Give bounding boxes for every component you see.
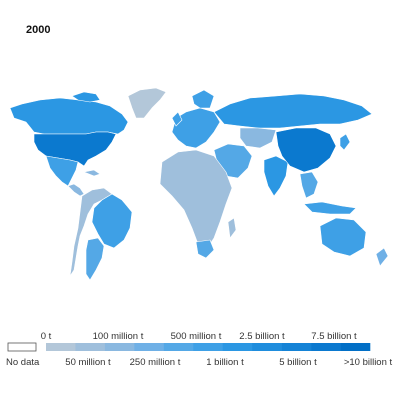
legend-bin-4 bbox=[163, 343, 194, 351]
region-new-zealand[interactable] bbox=[375, 247, 389, 267]
region-central-america[interactable] bbox=[67, 183, 85, 197]
legend-bin-0 bbox=[46, 343, 76, 351]
legend-bin-10 bbox=[340, 343, 371, 351]
region-madagascar[interactable] bbox=[227, 217, 237, 239]
legend-nodata-label: No data bbox=[6, 357, 40, 368]
legend-color-bar bbox=[46, 343, 371, 351]
legend-top-label: 7.5 billion t bbox=[311, 331, 357, 342]
region-africa[interactable] bbox=[159, 149, 233, 251]
region-uk[interactable] bbox=[171, 111, 183, 127]
region-scandinavia[interactable] bbox=[191, 89, 215, 109]
legend-bin-3 bbox=[134, 343, 165, 351]
region-canada-islands[interactable] bbox=[71, 91, 101, 103]
legend-bottom-label: 5 billion t bbox=[279, 357, 317, 368]
region-china[interactable] bbox=[275, 127, 337, 173]
country-layer bbox=[9, 87, 389, 281]
region-south-africa[interactable] bbox=[195, 239, 215, 259]
legend: No data 0 t 100 million t 500 million t 2.5… bbox=[6, 331, 393, 368]
map-title-year: 2000 bbox=[26, 24, 51, 36]
region-greenland[interactable] bbox=[127, 87, 167, 119]
region-europe[interactable] bbox=[171, 107, 221, 149]
region-japan[interactable] bbox=[339, 133, 351, 151]
legend-bin-6 bbox=[222, 343, 253, 351]
region-brazil[interactable] bbox=[91, 193, 133, 249]
legend-top-label: 2.5 billion t bbox=[239, 331, 285, 342]
legend-top-label: 0 t bbox=[41, 331, 52, 342]
legend-top-label: 500 million t bbox=[171, 331, 222, 342]
region-southeast-asia[interactable] bbox=[299, 171, 319, 199]
legend-bin-7 bbox=[252, 343, 282, 351]
legend-top-label: 100 million t bbox=[93, 331, 144, 342]
legend-nodata-swatch bbox=[7, 342, 37, 352]
region-australia[interactable] bbox=[319, 217, 367, 257]
legend-bin-5 bbox=[193, 343, 224, 351]
region-indonesia[interactable] bbox=[303, 201, 357, 215]
legend-bottom-label: 250 million t bbox=[130, 357, 181, 368]
legend-top-labels: 0 t 100 million t 500 million t 2.5 billion… bbox=[41, 331, 357, 342]
legend-bottom-label: 1 billion t bbox=[206, 357, 244, 368]
region-russia[interactable] bbox=[213, 93, 373, 129]
legend-bin-8 bbox=[281, 343, 312, 351]
region-caribbean[interactable] bbox=[83, 169, 101, 177]
region-south-america-north[interactable] bbox=[69, 187, 113, 277]
legend-bottom-label: 50 million t bbox=[65, 357, 111, 368]
legend-bottom-label: >10 billion t bbox=[344, 357, 393, 368]
region-united-states[interactable] bbox=[33, 131, 117, 167]
region-canada[interactable] bbox=[9, 97, 129, 135]
legend-bin-9 bbox=[311, 343, 341, 351]
region-argentina[interactable] bbox=[85, 237, 105, 281]
region-central-asia[interactable] bbox=[239, 127, 277, 149]
region-india[interactable] bbox=[263, 155, 289, 197]
region-mexico[interactable] bbox=[45, 155, 79, 187]
legend-bottom-labels: 50 million t 250 million t 1 billion t 5 bi… bbox=[65, 357, 392, 368]
legend-bin-1 bbox=[75, 343, 106, 351]
legend-bin-2 bbox=[104, 343, 135, 351]
